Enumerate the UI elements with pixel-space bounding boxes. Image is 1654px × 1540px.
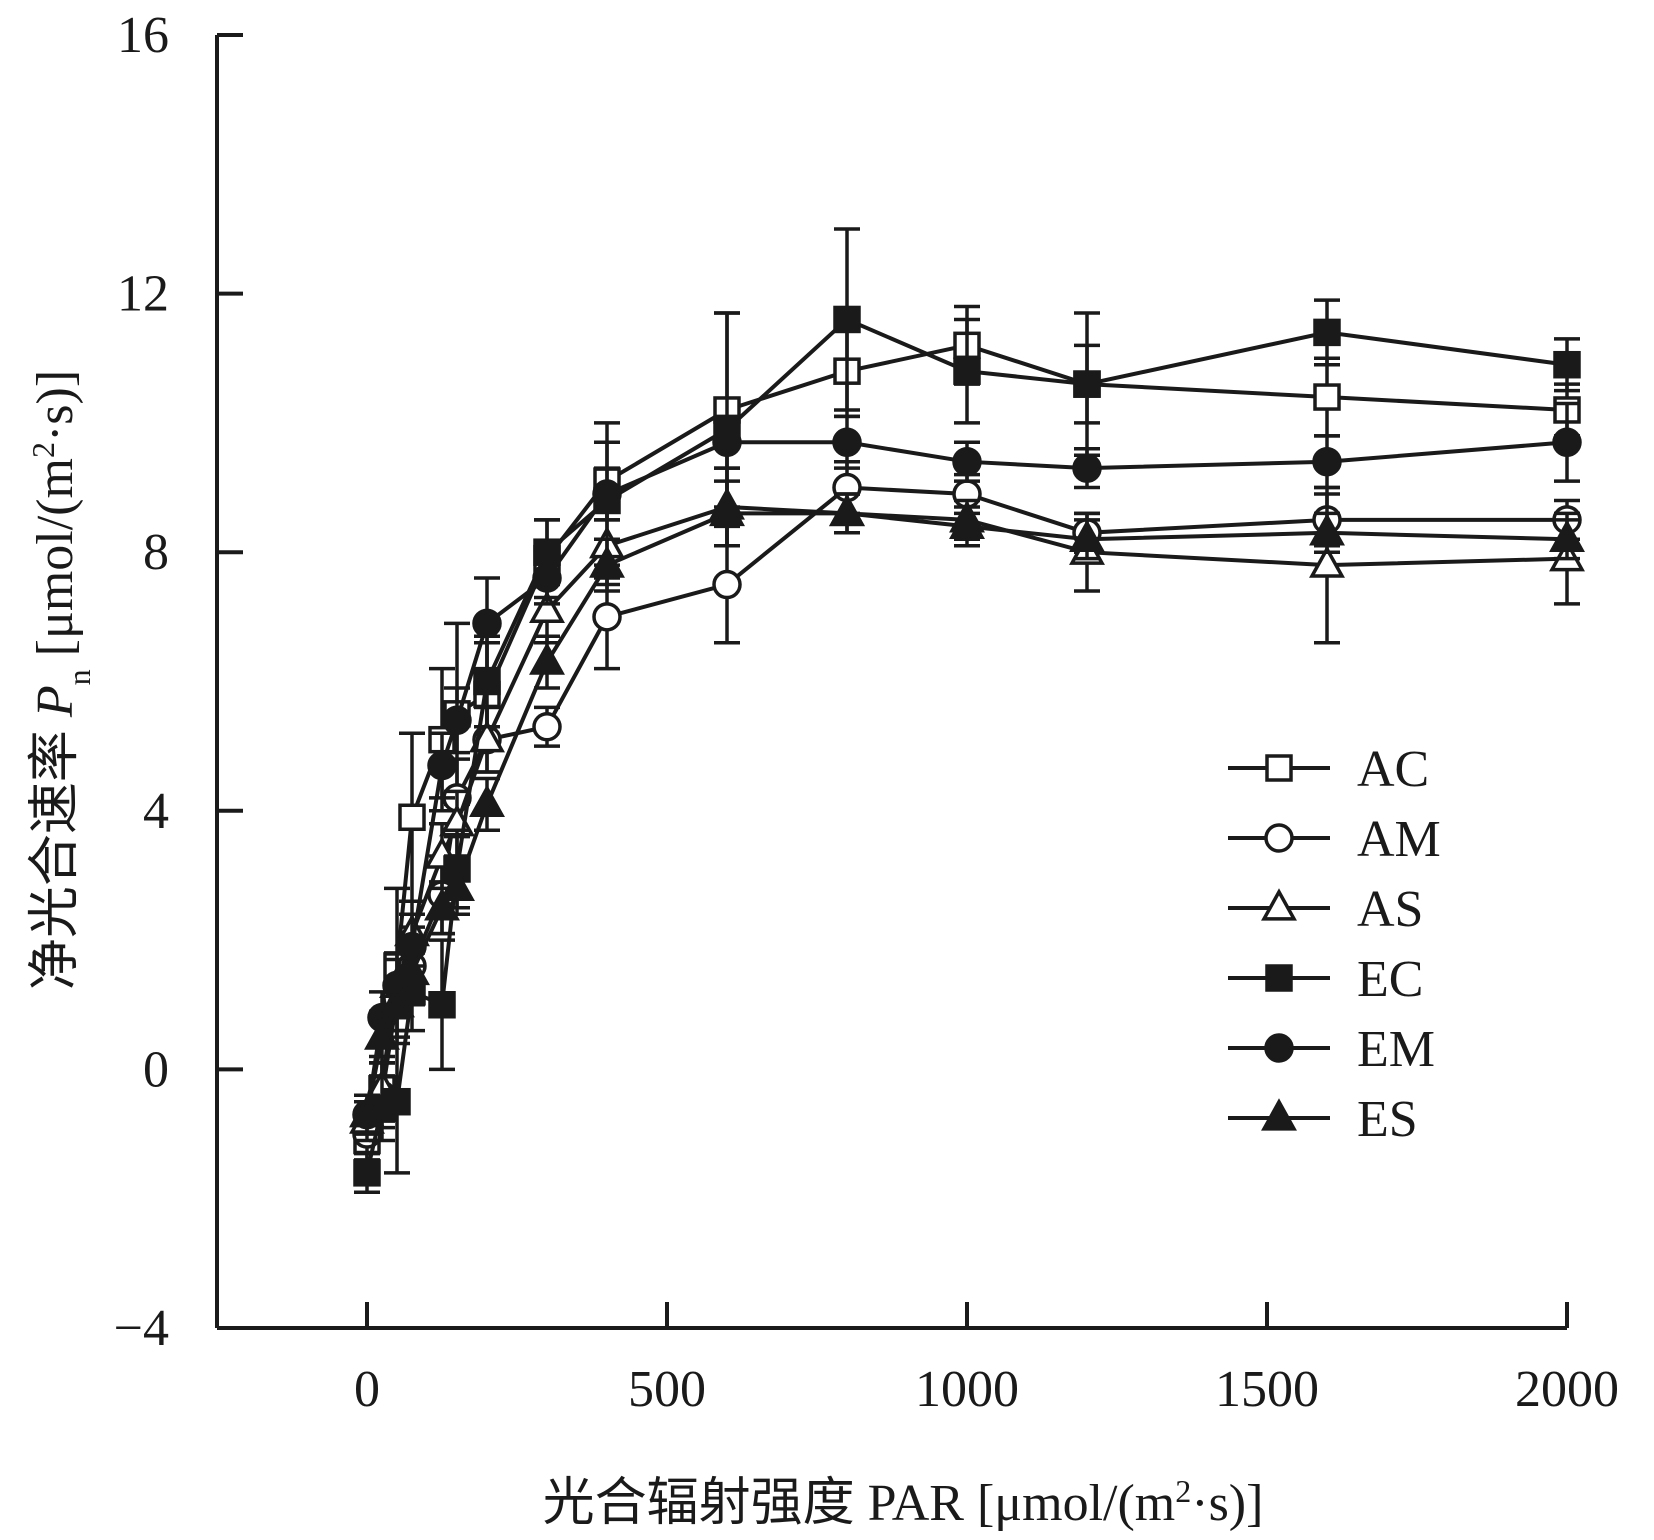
data-point-em [1552, 427, 1582, 458]
x-tick-label: 0 [354, 1361, 380, 1418]
data-point-ac [398, 803, 426, 832]
data-point-ec [383, 1087, 411, 1116]
data-point-es [394, 952, 430, 986]
data-point-am [712, 569, 742, 600]
x-tick-label: 2000 [1515, 1361, 1619, 1418]
axes-group: −4 0 4 8 12 16 0 500 1000 1500 2000 [114, 7, 1619, 1418]
data-point-ec [428, 991, 456, 1019]
data-point-es [1309, 513, 1345, 546]
x-tick-label: 500 [628, 1361, 706, 1418]
legend-label-am: AM [1357, 811, 1441, 868]
data-point-ec [473, 667, 501, 696]
legend-label-es: ES [1357, 1091, 1418, 1148]
series-group [349, 227, 1585, 1194]
y-axis-title: 净光合速率 Pn [μmol/(m2·s)] [25, 370, 97, 990]
data-point-em [712, 427, 742, 458]
data-point-em [592, 479, 622, 509]
data-point-ec [353, 1159, 381, 1187]
data-point-es [469, 784, 505, 818]
legend-item-ec: EC [1228, 951, 1423, 1008]
data-point-as [1309, 545, 1345, 578]
y-axis-title-tail: ·s)] [27, 370, 84, 442]
data-point-em [442, 705, 472, 736]
x-axis-title-tail: ·s)] [1191, 1475, 1263, 1532]
data-point-ec [1073, 370, 1101, 398]
data-point-es [1069, 519, 1105, 552]
legend-marker-em [1264, 1033, 1294, 1063]
y-tick-label: 0 [143, 1041, 169, 1098]
data-point-as [529, 590, 565, 624]
legend-label-ec: EC [1357, 951, 1423, 1008]
data-point-em [832, 427, 862, 458]
y-tick-label: 12 [117, 266, 169, 323]
y-tick-label: 8 [143, 524, 169, 581]
data-point-es [709, 493, 745, 527]
series-es [349, 479, 1585, 1136]
data-point-es [364, 1017, 400, 1050]
x-axis-title-main: 光合辐射强度 PAR [μmol/(m [543, 1475, 1176, 1532]
data-point-es [349, 1094, 385, 1128]
data-point-es [379, 985, 415, 1018]
legend-item-em: EM [1228, 1021, 1435, 1078]
data-point-es [424, 888, 460, 921]
y-tick-label: −4 [114, 1300, 169, 1357]
data-point-es [829, 493, 865, 527]
data-point-ec [1553, 350, 1581, 379]
x-tick-label: 1500 [1215, 1361, 1319, 1418]
legend-marker-am [1264, 823, 1294, 853]
y-axis-title-sub: n [61, 669, 97, 685]
legend-item-ac: AC [1228, 741, 1429, 798]
data-point-am [532, 712, 562, 742]
data-point-am [592, 602, 622, 632]
legend-item-as: AS [1228, 881, 1423, 938]
data-point-em [427, 750, 457, 781]
y-tick-label: 4 [143, 783, 169, 840]
legend-label-em: EM [1357, 1021, 1435, 1078]
data-point-ac [1313, 383, 1341, 411]
data-point-em [532, 563, 562, 593]
legend-marker-es [1261, 1098, 1297, 1131]
legend-marker-ac [1265, 754, 1293, 782]
data-point-ec [833, 305, 861, 334]
data-point-em [952, 446, 982, 477]
y-axis-title-main: 净光合速率 [27, 717, 84, 990]
y-axis-title-var: P [27, 685, 84, 718]
legend-marker-as [1261, 888, 1297, 921]
data-point-em [472, 608, 502, 639]
data-point-es [949, 506, 985, 540]
legend-label-ac: AC [1357, 741, 1429, 798]
data-point-es [589, 545, 625, 578]
x-axis-title-sup: 2 [1175, 1473, 1191, 1509]
legend-marker-ec [1265, 964, 1293, 992]
legend-label-as: AS [1357, 881, 1423, 938]
y-tick-label: 16 [117, 7, 169, 64]
data-point-es [529, 642, 565, 675]
data-point-ec [1313, 318, 1341, 347]
data-point-em [1312, 446, 1342, 477]
series-em [352, 401, 1582, 1136]
legend-item-am: AM [1228, 811, 1441, 868]
legend: AC AM AS EC EM ES [1228, 741, 1441, 1148]
data-point-em [1072, 453, 1102, 483]
data-point-ec [953, 357, 981, 385]
y-axis-title-sup: 2 [25, 442, 61, 458]
x-tick-label: 1000 [915, 1361, 1019, 1418]
data-point-es [1549, 519, 1585, 552]
y-axis-title-unit: [μmol/(m [27, 458, 84, 669]
data-point-es [439, 868, 475, 902]
x-axis-title: 光合辐射强度 PAR [μmol/(m2·s)] [543, 1473, 1264, 1532]
legend-item-es: ES [1228, 1091, 1418, 1148]
